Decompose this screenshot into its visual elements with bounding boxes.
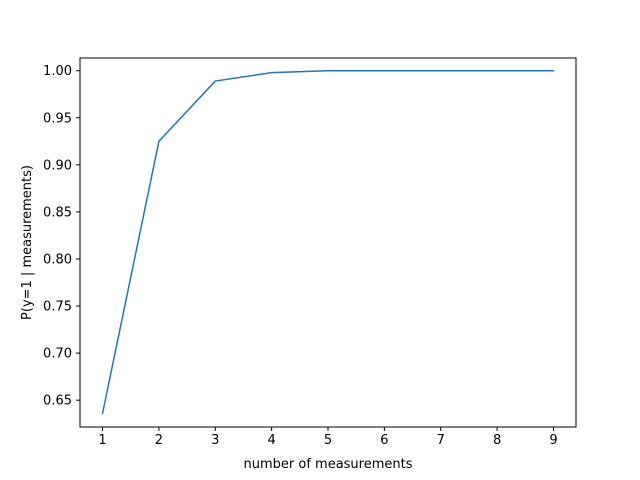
y-tick-label: 0.90	[43, 158, 72, 173]
x-tick-label: 8	[493, 433, 501, 448]
plot-frame	[79, 57, 577, 428]
y-tick-label: 0.70	[43, 347, 72, 362]
x-axis-label: number of measurements	[244, 457, 413, 472]
series-line-0	[101, 69, 555, 415]
x-tick-label: 2	[155, 433, 163, 448]
x-tick-label: 6	[380, 433, 388, 448]
x-axis-ticks: 1 2 3 4 5 6 7 8 9	[98, 427, 558, 448]
x-tick-label: 1	[98, 433, 106, 448]
x-tick-label: 9	[549, 433, 557, 448]
y-axis-label: P(y=1 | measurements)	[20, 165, 35, 320]
y-tick-label: 0.80	[43, 252, 72, 267]
y-axis-ticks: 0.65 0.70 0.75 0.80 0.85 0.90 0.95 1.00	[43, 64, 80, 409]
plot-area	[101, 69, 555, 415]
y-tick-label: 0.65	[43, 394, 72, 409]
x-tick-label: 5	[324, 433, 332, 448]
y-tick-label: 0.85	[43, 205, 72, 220]
y-tick-label: 0.75	[43, 300, 72, 315]
y-tick-label: 0.95	[43, 111, 72, 126]
x-tick-label: 7	[437, 433, 445, 448]
x-tick-label: 3	[211, 433, 219, 448]
x-tick-label: 4	[267, 433, 275, 448]
y-tick-label: 1.00	[43, 64, 72, 79]
